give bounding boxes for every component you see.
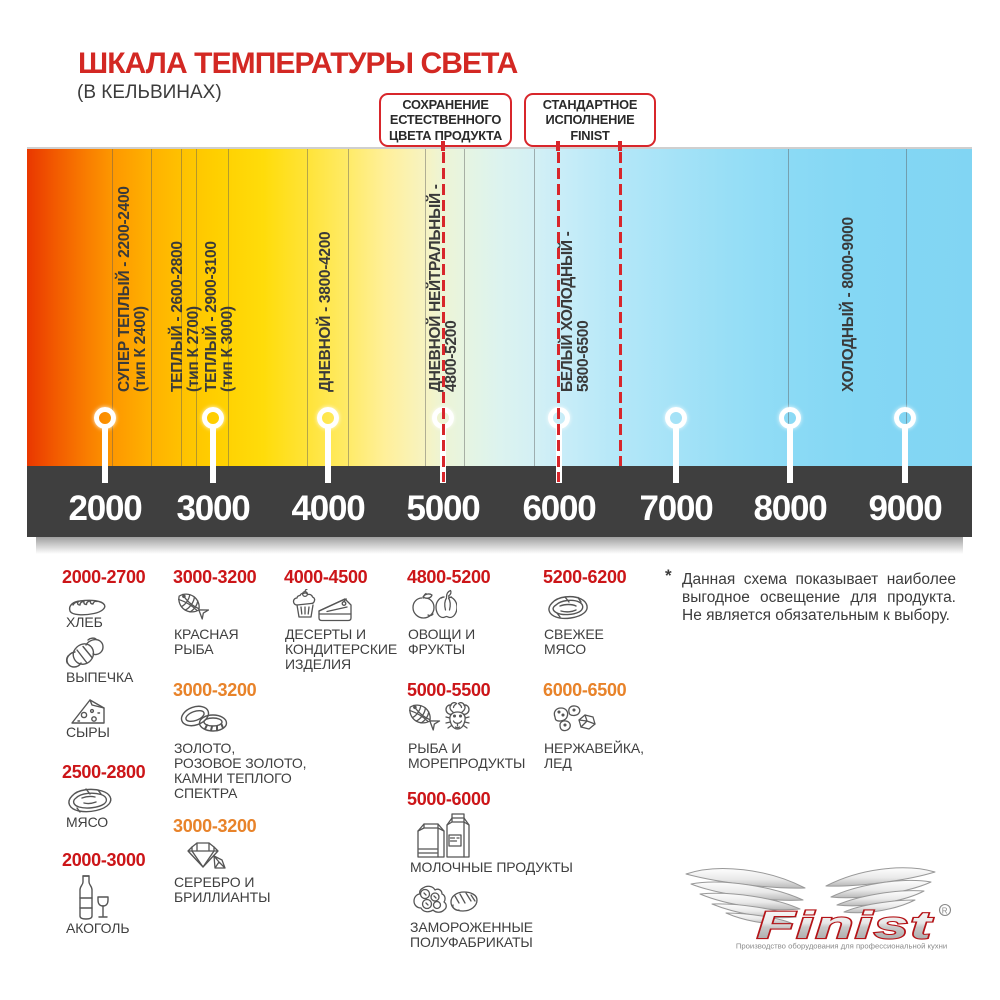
svg-text:Finist: Finist [757, 904, 933, 946]
svg-text:Производство оборудования для: Производство оборудования для профессион… [736, 942, 947, 951]
svg-text:R: R [942, 907, 948, 916]
